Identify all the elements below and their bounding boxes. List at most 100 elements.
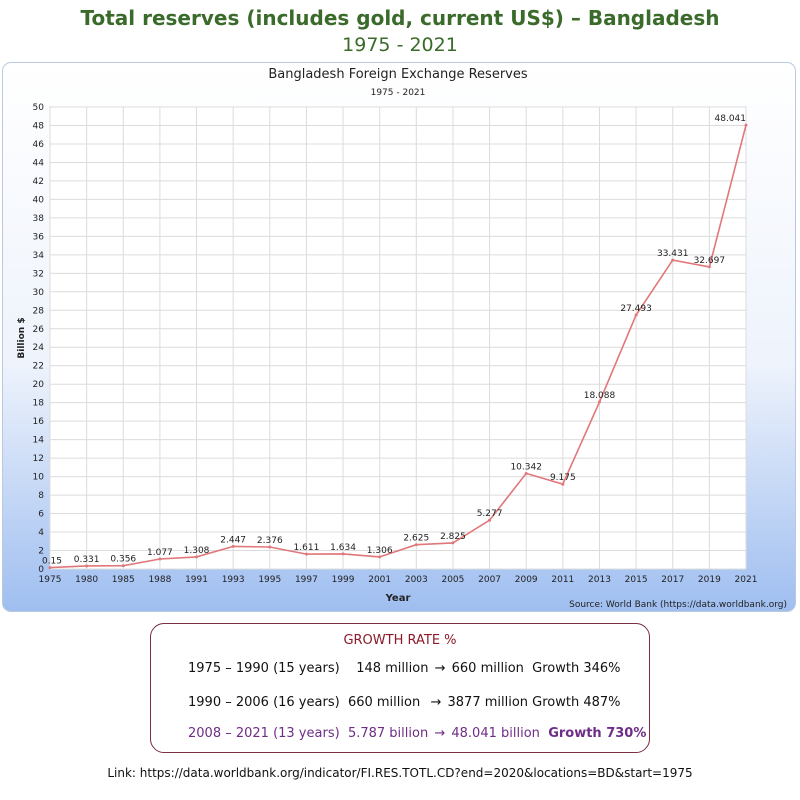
x-tick-label: 2013 (588, 575, 611, 585)
y-tick-label: 4 (38, 528, 44, 538)
x-tick-label: 2019 (698, 575, 721, 585)
growth-row-2008-2021: 2008 – 2021 (13 years) 5.787 billion → 4… (188, 726, 646, 741)
y-tick-label: 30 (33, 288, 45, 298)
data-point (451, 541, 455, 545)
growth-to: 3877 million (447, 695, 529, 710)
x-tick-label: 2003 (405, 575, 428, 585)
x-tick-label: 1988 (148, 575, 171, 585)
data-label: 2.376 (257, 536, 283, 546)
reserves-series-line (49, 124, 747, 569)
data-point (561, 482, 565, 486)
source-note: Source: World Bank (https://data.worldba… (569, 600, 787, 610)
y-tick-label: 2 (38, 547, 44, 557)
data-label: 33.431 (657, 249, 689, 259)
data-label: 9.175 (550, 473, 576, 483)
page-subtitle: 1975 - 2021 (342, 34, 458, 56)
plot-area (49, 106, 747, 570)
y-tick-label: 26 (33, 325, 45, 335)
y-tick-label: 42 (33, 177, 44, 187)
growth-row-1990-2006: 1990 – 2006 (16 years) 660 million → 387… (188, 695, 621, 710)
arrow-icon: → (434, 661, 446, 676)
data-label: 2.825 (440, 532, 466, 542)
y-tick-label: 20 (33, 380, 45, 390)
growth-from: 5.787 billion (347, 726, 429, 741)
y-tick-label: 18 (33, 399, 45, 409)
data-label: 2.625 (403, 534, 429, 544)
y-tick-label: 32 (33, 269, 44, 279)
data-label: 0.15 (42, 557, 62, 567)
y-tick-label: 12 (33, 454, 44, 464)
data-label: 1.634 (330, 543, 356, 553)
reserves-line-chart: Bangladesh Foreign Exchange Reserves 197… (17, 67, 787, 610)
x-tick-label: 2001 (368, 575, 391, 585)
data-point (414, 543, 418, 547)
data-label: 18.088 (584, 391, 616, 401)
data-label: 5.277 (477, 509, 503, 519)
data-point (231, 544, 235, 548)
growth-rate-box: GROWTH RATE % 1975 – 1990 (15 years) 148… (150, 623, 650, 753)
growth-from: 148 million (356, 661, 429, 676)
growth-title: GROWTH RATE % (343, 633, 457, 648)
x-tick-label: 2011 (551, 575, 574, 585)
page-title: Total reserves (includes gold, current U… (80, 6, 720, 30)
y-tick-label: 22 (33, 362, 44, 372)
x-tick-label: 1997 (295, 575, 318, 585)
arrow-icon: → (430, 695, 442, 710)
y-tick-label: 10 (33, 473, 45, 483)
x-tick-label: 2017 (661, 575, 684, 585)
x-tick-label: 1999 (332, 575, 355, 585)
y-tick-label: 14 (33, 436, 45, 446)
y-tick-label: 50 (33, 103, 45, 113)
source-link[interactable]: Link: https://data.worldbank.org/indicat… (107, 766, 693, 780)
y-tick-label: 48 (33, 121, 45, 131)
data-point (158, 557, 162, 561)
data-point (85, 564, 89, 568)
x-axis-ticks: 1975 1980 1985 1988 1991 1993 1995 1997 1999 2001… (39, 575, 758, 585)
growth-unit: billion (501, 726, 540, 741)
x-tick-label: 1980 (75, 575, 98, 585)
y-tick-label: 46 (33, 140, 45, 150)
data-label: 0.331 (74, 555, 100, 565)
growth-value: Growth 487% (532, 695, 621, 710)
arrow-icon: → (434, 726, 446, 741)
y-tick-label: 8 (38, 491, 44, 501)
data-point (744, 123, 748, 127)
y-tick-label: 38 (33, 214, 45, 224)
data-point (341, 552, 345, 556)
chart-title: Bangladesh Foreign Exchange Reserves (268, 67, 528, 82)
data-label: 10.342 (510, 462, 542, 472)
data-labels: 0.15 0.331 0.356 1.077 1.308 2.447 2.376 1.611 1… (42, 114, 746, 567)
data-series (48, 123, 748, 570)
x-tick-label: 2005 (441, 575, 464, 585)
y-tick-label: 16 (33, 417, 45, 427)
growth-period: 1990 – 2006 (16 years) (188, 695, 340, 710)
data-label: 48.041 (715, 114, 747, 124)
x-tick-label: 1995 (258, 575, 281, 585)
data-point (268, 545, 272, 549)
x-tick-label: 1993 (222, 575, 245, 585)
y-tick-label: 40 (33, 195, 45, 205)
growth-period: 1975 – 1990 (15 years) (188, 661, 340, 676)
x-tick-label: 2021 (735, 575, 758, 585)
data-point (378, 555, 382, 559)
x-axis-label: Year (385, 593, 411, 604)
data-label: 1.611 (294, 543, 320, 553)
y-tick-label: 36 (33, 232, 45, 242)
data-point (48, 566, 52, 570)
y-tick-label: 28 (33, 306, 45, 316)
data-point (121, 564, 125, 568)
data-label: 0.356 (110, 555, 136, 565)
data-point (707, 265, 711, 269)
data-point (671, 258, 675, 262)
data-point (304, 552, 308, 556)
data-label: 1.306 (367, 546, 393, 556)
data-label: 1.077 (147, 548, 173, 558)
data-label: 32.697 (694, 256, 726, 266)
growth-row-1975-1990: 1975 – 1990 (15 years) 148 million → 660… (188, 661, 621, 676)
data-label: 2.447 (220, 535, 246, 545)
data-point (634, 313, 638, 317)
y-tick-label: 34 (33, 251, 45, 261)
y-tick-label: 6 (38, 510, 44, 520)
growth-value: Growth 730% (548, 726, 647, 741)
data-point (524, 471, 528, 475)
